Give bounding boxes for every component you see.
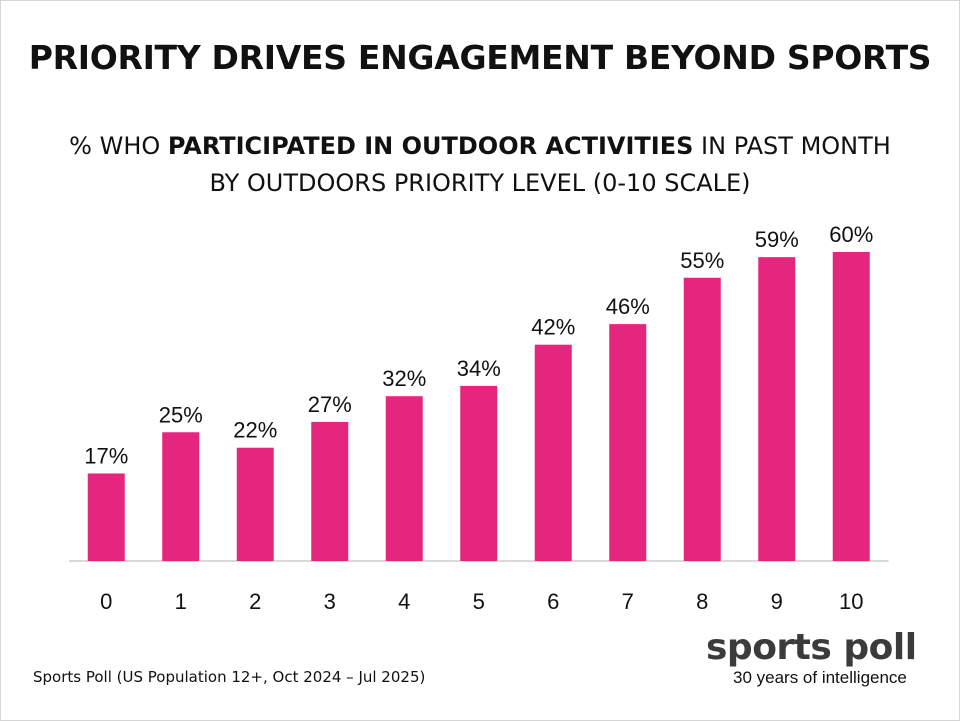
x-tick-label-0: 0 (100, 589, 112, 614)
data-label-2: 22% (233, 418, 277, 443)
x-tick-label-3: 3 (324, 589, 336, 614)
data-label-4: 32% (382, 366, 426, 391)
data-label-3: 27% (308, 392, 352, 417)
subtitle-suffix: IN PAST MONTH (693, 132, 891, 160)
data-label-10: 60% (829, 222, 873, 247)
x-tick-label-2: 2 (249, 589, 261, 614)
data-label-8: 55% (680, 248, 724, 273)
x-tick-label-7: 7 (622, 589, 634, 614)
subtitle-emphasis: PARTICIPATED IN OUTDOOR ACTIVITIES (167, 132, 694, 160)
x-tick-label-9: 9 (771, 589, 783, 614)
source-note: Sports Poll (US Population 12+, Oct 2024… (33, 668, 426, 686)
brand-name: sports poll (706, 627, 917, 668)
subtitle-line-1: % WHO PARTICIPATED IN OUTDOOR ACTIVITIES… (0, 128, 960, 165)
chart-subtitle: % WHO PARTICIPATED IN OUTDOOR ACTIVITIES… (0, 128, 960, 202)
bar-3 (311, 421, 349, 561)
bar-1 (162, 432, 200, 561)
brand-logo: sports poll 30 years of intelligence (706, 628, 918, 688)
bar-2 (236, 447, 274, 561)
subtitle-prefix: % WHO (69, 132, 168, 160)
data-label-6: 42% (531, 315, 575, 340)
data-label-5: 34% (457, 356, 501, 381)
bar-8 (683, 277, 721, 561)
data-label-0: 17% (84, 443, 128, 468)
x-tick-label-8: 8 (696, 589, 708, 614)
bar-7 (609, 324, 647, 561)
bar-9 (758, 257, 796, 561)
data-label-1: 25% (159, 402, 203, 427)
bar-5 (460, 385, 498, 561)
x-tick-label-10: 10 (839, 589, 863, 614)
chart-title: PRIORITY DRIVES ENGAGEMENT BEYOND SPORTS (28, 38, 932, 77)
x-tick-label-6: 6 (547, 589, 559, 614)
brand-tagline: 30 years of intelligence (733, 668, 907, 687)
bar-0 (87, 473, 125, 561)
data-label-9: 59% (755, 227, 799, 252)
data-label-7: 46% (606, 294, 650, 319)
x-tick-label-5: 5 (473, 589, 485, 614)
bar-4 (385, 396, 423, 561)
bar-10 (832, 252, 870, 561)
x-tick-label-4: 4 (398, 589, 410, 614)
subtitle-line-2: BY OUTDOORS PRIORITY LEVEL (0-10 SCALE) (209, 169, 751, 197)
x-tick-label-1: 1 (175, 589, 187, 614)
bar-6 (534, 344, 572, 561)
